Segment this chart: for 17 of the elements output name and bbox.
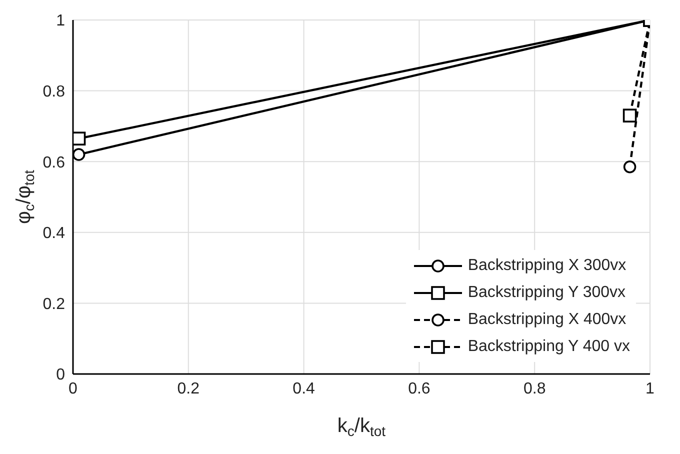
- x-tick-label: 0: [68, 380, 78, 398]
- x-tick-label: 0.8: [523, 380, 546, 398]
- legend-label: Backstripping X 400vx: [468, 310, 626, 328]
- legend-label: Backstripping Y 300vx: [468, 284, 626, 302]
- y-tick-label: 0: [56, 366, 66, 384]
- x-tick-label: 0.4: [292, 380, 316, 398]
- legend-label: Backstripping X 300vx: [468, 256, 626, 274]
- x-tick-label: 1: [646, 380, 655, 398]
- x-tick-label: 0.6: [408, 380, 430, 398]
- y-tick-label: 0.4: [42, 225, 66, 242]
- y-tick-label: 0.2: [42, 296, 66, 313]
- y-tick-label: 0.6: [42, 154, 66, 172]
- x-tick-label: 0.2: [177, 380, 200, 398]
- legend-label: Backstripping Y 400 vx: [468, 338, 630, 356]
- x-axis-title: k$_{c}$/k$_{tot}$: [337, 415, 386, 440]
- y-tick-label: 0.8: [42, 83, 66, 100]
- y-tick-label: 1: [56, 12, 66, 30]
